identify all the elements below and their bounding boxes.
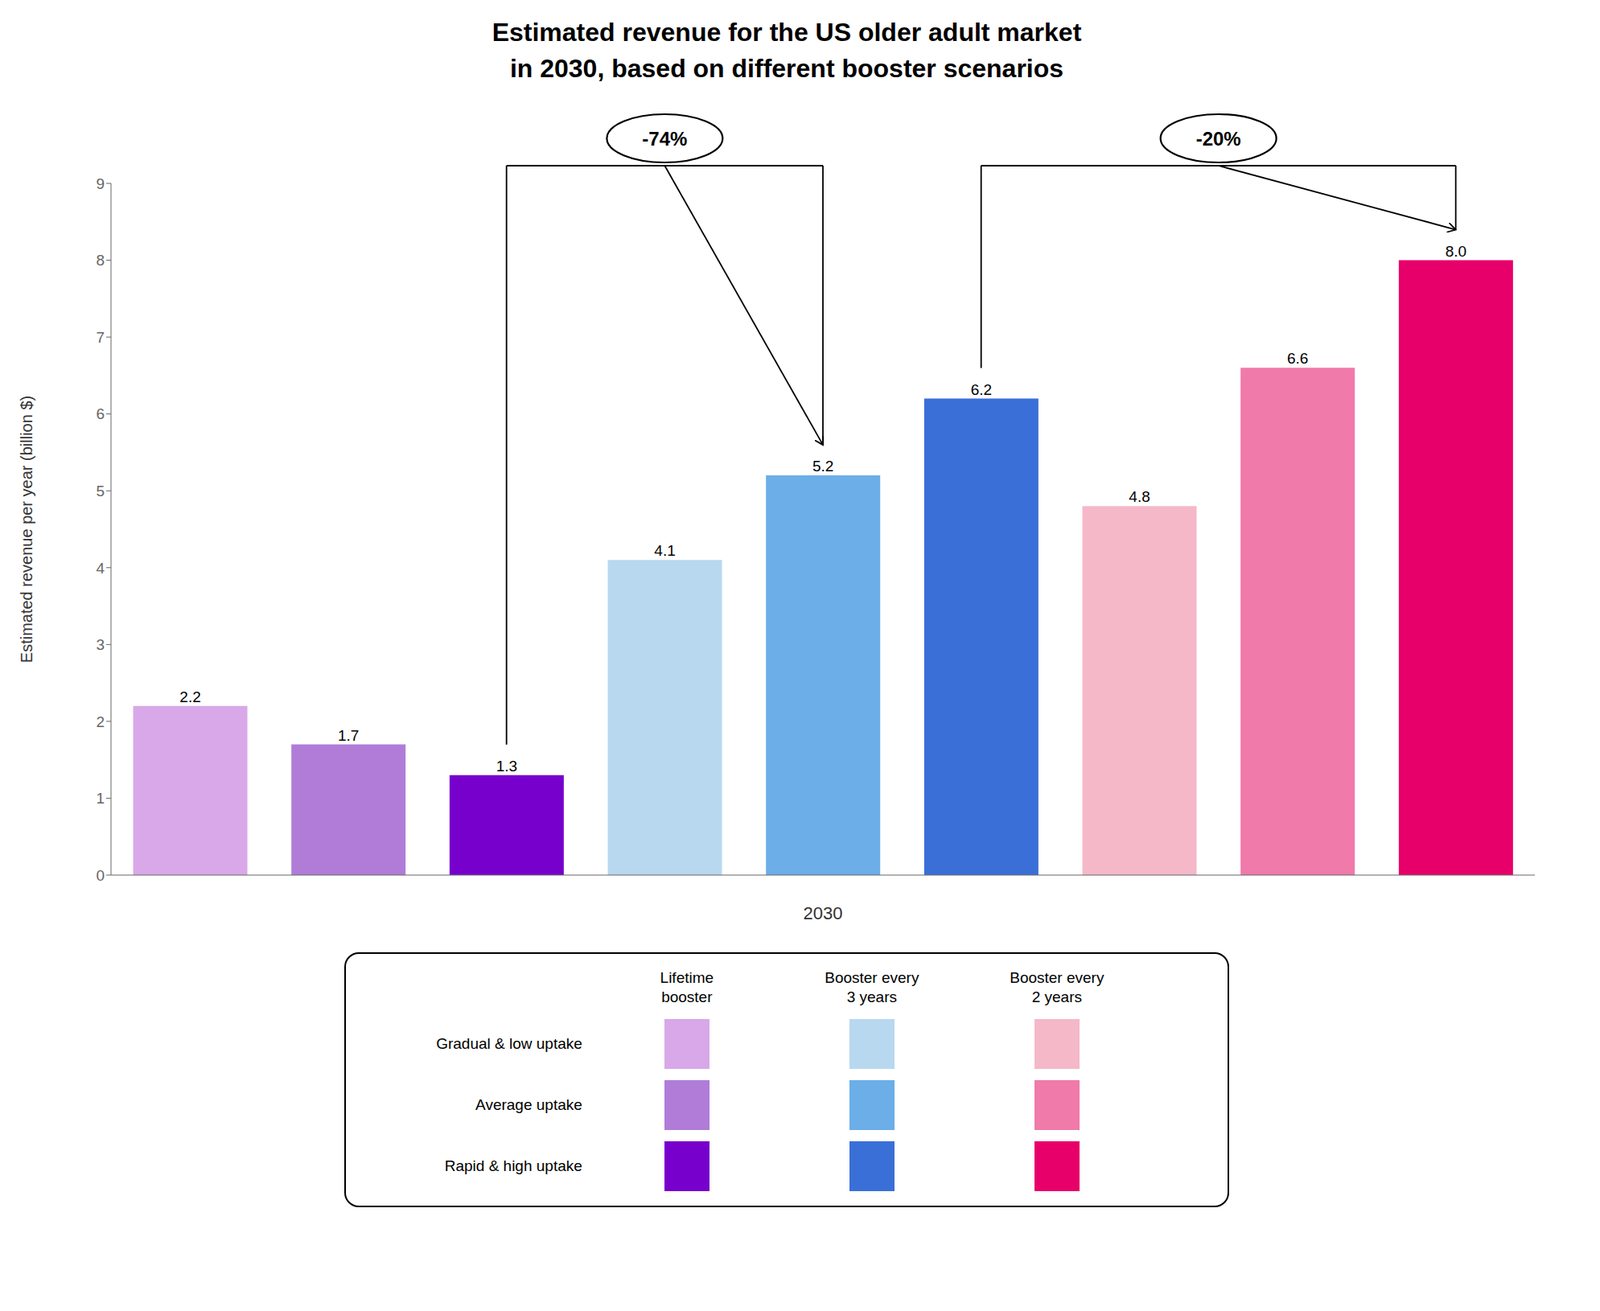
svg-text:Estimated revenue per year (bi: Estimated revenue per year (billion $) <box>17 394 36 663</box>
svg-text:2: 2 <box>95 712 105 730</box>
html-text:Estimated revenue for the US o: Estimated revenue for the US older adult… <box>492 17 1082 83</box>
svg-text:2030: 2030 <box>803 903 844 924</box>
html-text:Gradual & low uptake: Gradual & low uptake <box>436 1035 583 1053</box>
html-text:Rapid & high uptake: Rapid & high uptake <box>444 1157 583 1175</box>
svg-text:-20%: -20% <box>1196 127 1242 149</box>
html-text:Booster every 3 years: Booster every 3 years <box>824 969 919 1006</box>
svg-text:7: 7 <box>95 328 105 346</box>
svg-text:6: 6 <box>95 405 105 423</box>
svg-text:5: 5 <box>95 482 105 500</box>
svg-text:-74%: -74% <box>641 127 687 149</box>
svg-text:8: 8 <box>95 251 105 269</box>
svg-text:1.3: 1.3 <box>496 756 518 774</box>
svg-text:9: 9 <box>95 174 105 192</box>
svg-text:3: 3 <box>95 636 105 654</box>
svg-text:0: 0 <box>95 866 105 884</box>
svg-text:4.1: 4.1 <box>653 542 675 560</box>
svg-text:8.0: 8.0 <box>1445 242 1467 260</box>
svg-text:5.2: 5.2 <box>812 457 834 475</box>
html-text:Lifetime booster: Lifetime booster <box>660 969 714 1006</box>
svg-text:4.8: 4.8 <box>1128 488 1150 506</box>
svg-text:4: 4 <box>95 559 105 576</box>
svg-text:2.2: 2.2 <box>179 687 201 705</box>
svg-text:1: 1 <box>95 789 105 807</box>
svg-text:6.2: 6.2 <box>970 380 992 398</box>
html-text:Booster every 2 years: Booster every 2 years <box>1009 969 1104 1006</box>
html-text:Average uptake: Average uptake <box>475 1096 583 1114</box>
svg-text:1.7: 1.7 <box>337 726 359 744</box>
svg-text:6.6: 6.6 <box>1287 349 1308 367</box>
